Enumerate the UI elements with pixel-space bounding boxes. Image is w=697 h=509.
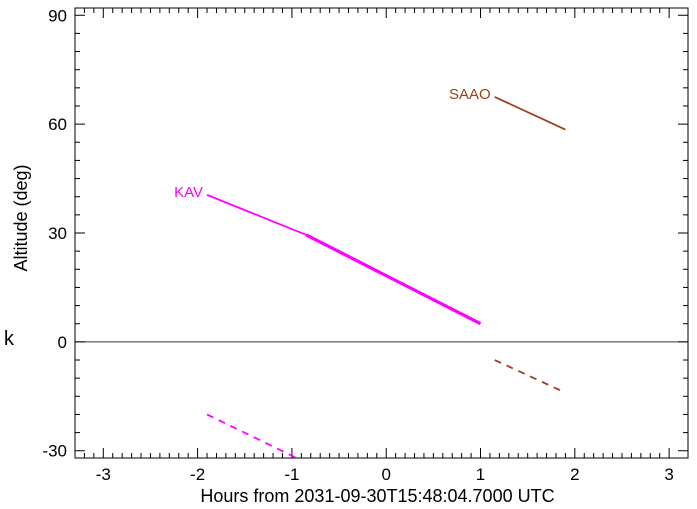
axes <box>74 7 689 459</box>
series-kav-solid-line <box>305 233 482 326</box>
x-tick-label: -1 <box>284 465 299 484</box>
plot-frame <box>74 7 689 459</box>
x-tick-label: 0 <box>381 465 390 484</box>
y-tick-label: 60 <box>48 115 67 134</box>
x-axis-label: Hours from 2031-09-30T15:48:04.7000 UTC <box>200 486 554 506</box>
series-lines <box>206 96 566 458</box>
series-kav-dashed-line <box>206 413 298 458</box>
series-kav-solid-line <box>206 194 307 236</box>
y-axis-label: Altitude (deg) <box>11 164 31 271</box>
y-tick-label: -30 <box>42 442 67 461</box>
labels: -3 -2 -1 0 1 2 3 -30 0 30 60 90 KAV SAAO <box>42 6 673 484</box>
series-label-kav: KAV <box>174 184 203 201</box>
x-tick-label: 3 <box>664 465 673 484</box>
side-label: k <box>3 329 15 352</box>
series-label-saao: SAAO <box>449 86 491 103</box>
y-tick-label: 0 <box>58 333 67 352</box>
x-tick-label: 2 <box>570 465 579 484</box>
y-tick-label: 30 <box>48 224 67 243</box>
series-saao-solid-line <box>494 96 566 131</box>
x-tick-label: 1 <box>476 465 485 484</box>
y-tick-label: 90 <box>48 6 67 25</box>
x-tick-label: -3 <box>96 465 111 484</box>
series-saao-dashed-line <box>494 359 566 394</box>
x-tick-label: -2 <box>190 465 205 484</box>
